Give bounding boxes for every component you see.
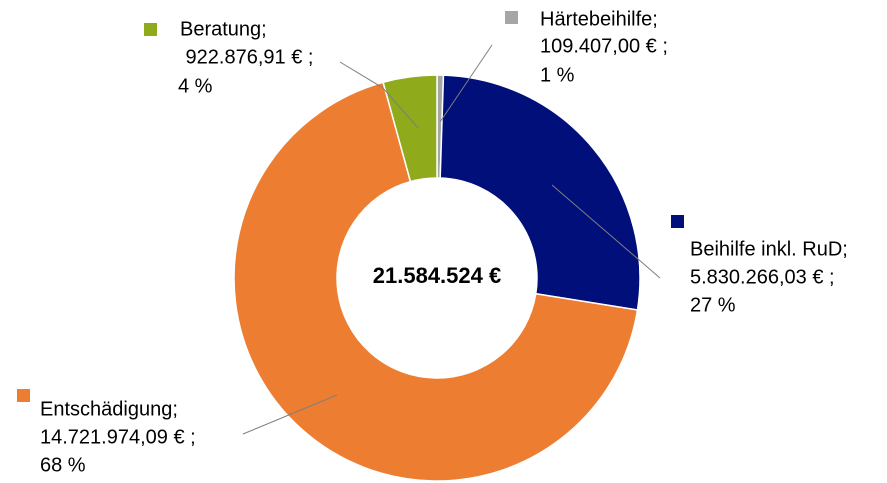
percent-label: 1 % bbox=[540, 64, 575, 86]
donut-slice bbox=[233, 81, 639, 482]
slices bbox=[233, 74, 641, 482]
legend-swatch bbox=[671, 215, 684, 228]
legend-swatch bbox=[505, 11, 518, 24]
category-label: Beratung; bbox=[180, 18, 267, 40]
value-label: 5.830.266,03 € ; bbox=[690, 266, 835, 288]
donut-slice bbox=[382, 74, 438, 183]
center-label: 21.584.524 € bbox=[373, 263, 501, 288]
value-label: 109.407,00 € ; bbox=[540, 35, 668, 57]
leader-line bbox=[439, 44, 493, 123]
legend-swatch bbox=[144, 23, 157, 36]
value-label: 14.721.974,09 € ; bbox=[40, 426, 196, 448]
leader-line bbox=[242, 394, 338, 435]
category-label: Beihilfe inkl. RuD; bbox=[690, 238, 848, 260]
percent-label: 4 % bbox=[178, 75, 213, 97]
donut-slice bbox=[439, 74, 641, 311]
percent-label: 27 % bbox=[690, 294, 736, 316]
leader-line bbox=[551, 184, 661, 279]
value-label: 922.876,91 € ; bbox=[180, 46, 313, 68]
legend-swatch bbox=[17, 389, 30, 402]
category-label: Entschädigung; bbox=[40, 398, 178, 420]
leader-line bbox=[339, 61, 419, 129]
percent-label: 68 % bbox=[40, 454, 86, 476]
category-label: Härtebeihilfe; bbox=[540, 8, 658, 30]
